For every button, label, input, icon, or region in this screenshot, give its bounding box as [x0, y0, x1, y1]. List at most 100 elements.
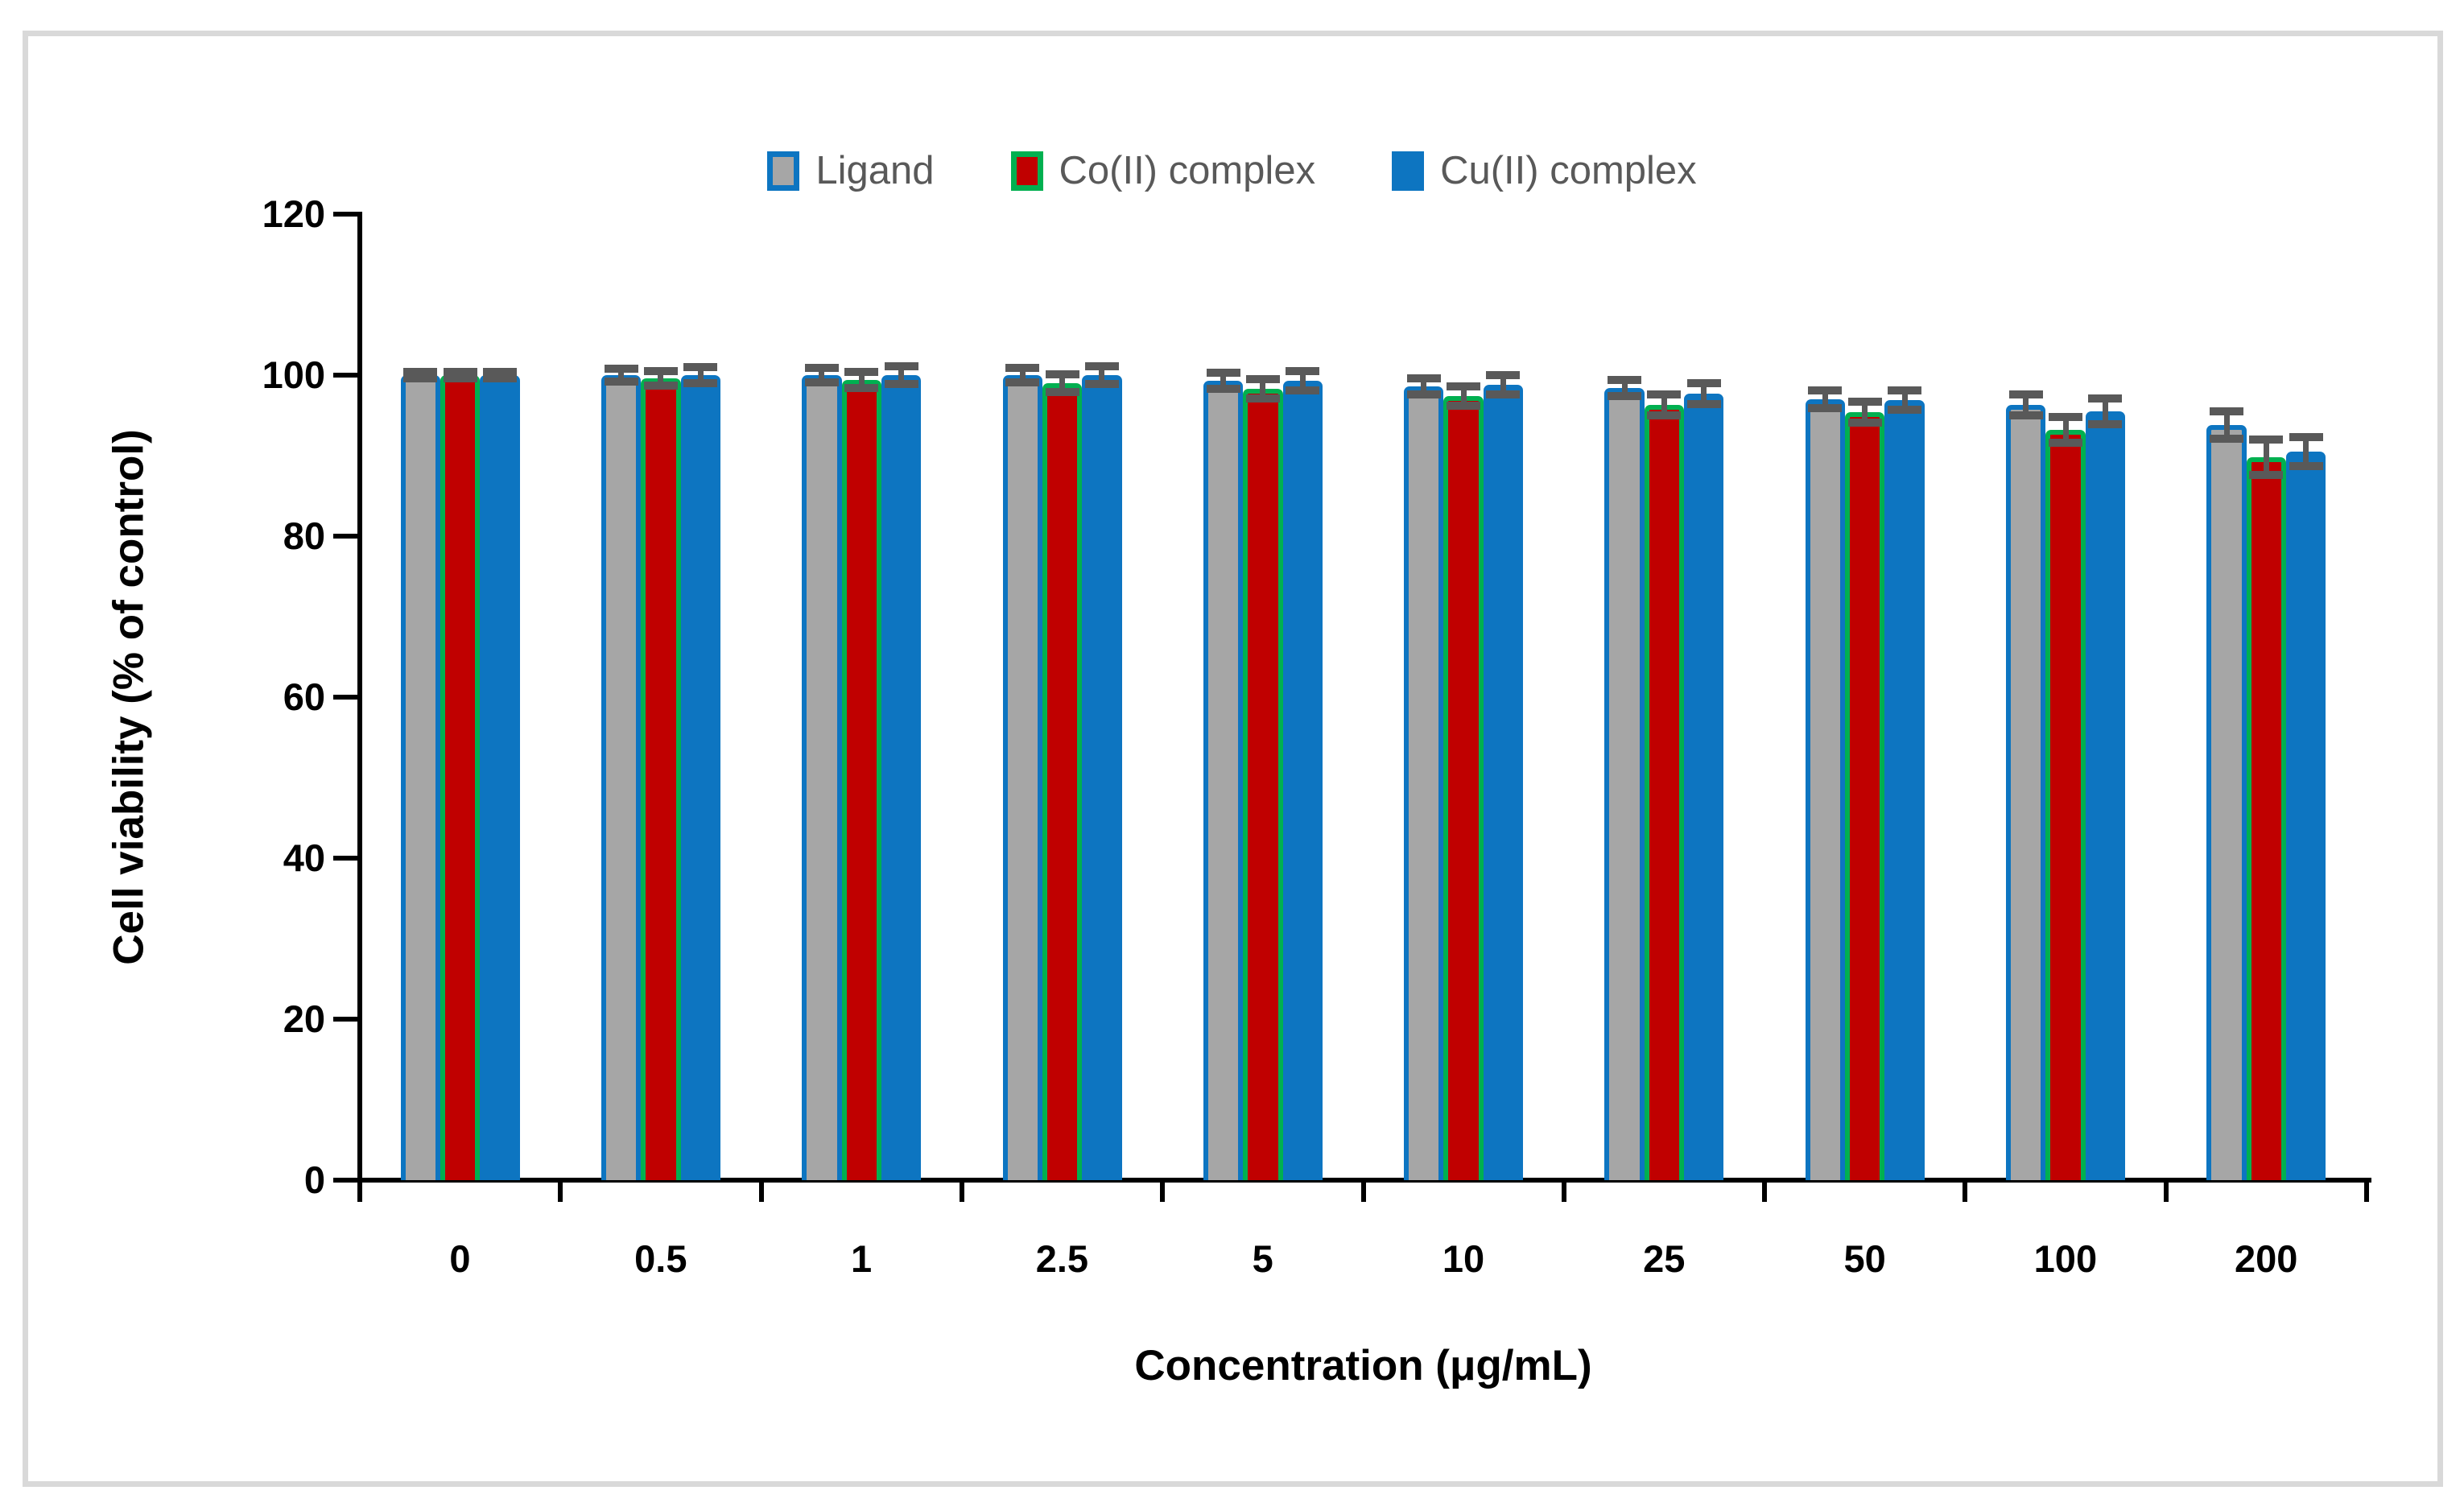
error-bar-cap-top — [1005, 364, 1040, 372]
x-tick — [1360, 1180, 1366, 1202]
legend-swatch-icon — [767, 151, 800, 191]
bar-co-ii-complex-50 — [1845, 412, 1885, 1180]
error-bar-cap-top — [443, 368, 477, 376]
y-tick-label: 100 — [262, 353, 325, 396]
figure-border — [23, 31, 2443, 1487]
y-tick-label: 0 — [303, 1158, 325, 1201]
error-bar-line — [618, 369, 625, 382]
y-tick — [333, 212, 357, 217]
legend-item: Co(II) complex — [1010, 147, 1315, 195]
x-tick — [1963, 1180, 1968, 1202]
bar-ligand-5 — [1203, 381, 1244, 1180]
x-tick-label: 100 — [2033, 1237, 2098, 1280]
x-tick — [1762, 1180, 1768, 1202]
error-bar-cap-top — [1245, 375, 1280, 383]
bar-ligand-1 — [802, 375, 842, 1180]
bar-ligand-0 — [400, 375, 440, 1180]
error-bar-line — [1299, 371, 1306, 390]
y-tick-label: 80 — [283, 514, 325, 557]
error-bar-cap-bottom — [1286, 386, 1320, 394]
error-bar-cap-bottom — [1005, 378, 1040, 386]
error-bar-cap-bottom — [2289, 462, 2323, 470]
error-bar-cap-top — [1486, 371, 1521, 379]
error-bar-line — [1059, 374, 1066, 392]
error-bar-cap-top — [1286, 367, 1320, 375]
error-bar-cap-bottom — [1245, 394, 1280, 403]
error-bar-cap-bottom — [1045, 388, 1079, 396]
error-bar-cap-top — [2049, 413, 2083, 421]
bar-cu-ii-complex-200 — [2286, 452, 2326, 1180]
error-bar-cap-bottom — [643, 382, 678, 390]
error-bar-line — [1901, 390, 1908, 410]
error-bar-cap-bottom — [1847, 419, 1882, 427]
bar-ligand-50 — [1805, 399, 1846, 1180]
error-bar-cap-top — [1647, 390, 1682, 398]
error-bar-cap-bottom — [2249, 471, 2284, 479]
bar-cu-ii-complex-0.5 — [680, 375, 720, 1180]
bar-co-ii-complex-5 — [1243, 389, 1283, 1180]
error-bar-line — [2023, 394, 2029, 415]
error-bar-line — [1421, 378, 1427, 394]
error-bar-cap-bottom — [1888, 406, 1922, 414]
legend-label: Cu(II) complex — [1440, 149, 1697, 192]
error-bar-cap-bottom — [443, 374, 477, 382]
error-bar-line — [1500, 375, 1506, 394]
error-bar-line — [1862, 402, 1868, 423]
y-tick-label: 60 — [283, 675, 325, 718]
x-tick-label: 200 — [2234, 1237, 2298, 1280]
legend-item: Cu(II) complex — [1392, 147, 1697, 195]
x-tick-label: 1 — [851, 1237, 873, 1280]
error-bar-line — [1220, 373, 1227, 389]
error-bar-line — [1701, 383, 1707, 404]
bar-co-ii-complex-100 — [2045, 430, 2086, 1180]
x-tick — [1561, 1180, 1566, 1202]
x-tick — [357, 1180, 362, 1202]
error-bar-line — [1621, 380, 1628, 396]
bar-ligand-10 — [1404, 386, 1444, 1180]
error-bar-line — [2223, 411, 2230, 439]
error-bar-line — [1260, 379, 1266, 398]
error-bar-cap-top — [1406, 374, 1441, 382]
error-bar-cap-top — [482, 368, 517, 376]
y-axis-line — [357, 212, 362, 1183]
error-bar-cap-bottom — [1486, 390, 1521, 398]
error-bar-cap-bottom — [2008, 411, 2043, 419]
y-tick — [333, 1178, 357, 1183]
x-tick — [558, 1180, 563, 1202]
error-bar-cap-top — [1608, 376, 1642, 384]
bar-ligand-200 — [2206, 425, 2247, 1180]
bar-cu-ii-complex-50 — [1884, 400, 1925, 1180]
error-bar-cap-bottom — [1406, 390, 1441, 398]
error-bar-line — [697, 367, 704, 383]
x-tick — [2163, 1180, 2169, 1202]
bar-ligand-100 — [2006, 405, 2046, 1180]
y-tick — [333, 373, 357, 378]
error-bar-cap-bottom — [1686, 400, 1721, 408]
chart-legend: Ligand Co(II) complex Cu(II) complex — [0, 147, 2464, 195]
bar-co-ii-complex-200 — [2246, 457, 2286, 1180]
bar-cu-ii-complex-5 — [1282, 381, 1323, 1180]
y-tick — [333, 856, 357, 861]
error-bar-cap-bottom — [482, 374, 517, 382]
error-bar-line — [898, 366, 905, 384]
error-bar-line — [1822, 390, 1828, 408]
error-bar-cap-bottom — [2210, 435, 2244, 443]
error-bar-cap-bottom — [884, 380, 918, 388]
y-tick — [333, 695, 357, 700]
error-bar-cap-top — [804, 364, 839, 372]
error-bar-cap-top — [604, 365, 638, 373]
error-bar-cap-top — [884, 362, 918, 370]
bar-co-ii-complex-2.5 — [1042, 383, 1083, 1180]
error-bar-cap-top — [1847, 398, 1882, 406]
bar-ligand-2.5 — [1002, 375, 1042, 1180]
bar-cu-ii-complex-10 — [1483, 385, 1524, 1180]
y-tick — [333, 1017, 357, 1022]
bar-cu-ii-complex-25 — [1684, 394, 1724, 1180]
x-tick-label: 0 — [449, 1237, 471, 1280]
x-tick — [959, 1180, 964, 1202]
error-bar-cap-top — [1888, 386, 1922, 394]
x-tick — [2364, 1180, 2369, 1202]
x-axis-line — [335, 1178, 2371, 1183]
bar-ligand-0.5 — [601, 375, 642, 1180]
